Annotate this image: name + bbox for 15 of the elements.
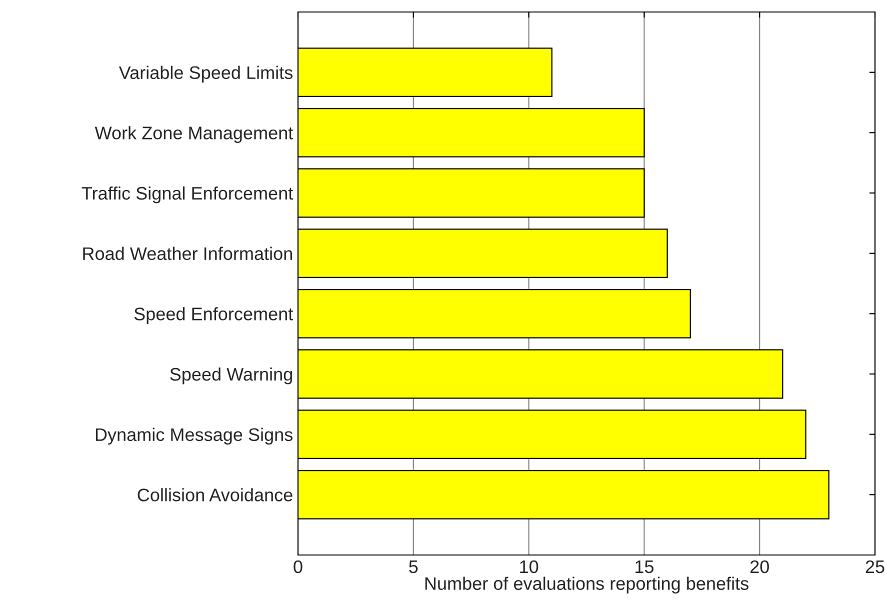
x-tick-label: 0 — [294, 560, 302, 574]
y-tick-label: Work Zone Management — [94, 126, 294, 143]
y-tick-label: Road Weather Information — [83, 246, 292, 260]
y-tick-label: Traffic Signal Enforcement — [82, 186, 294, 204]
y-tick-label: Speed Enforcement — [134, 307, 294, 324]
y-tick-label: Variable Speed Limits — [118, 66, 292, 83]
y-tick-label: Speed Warning — [170, 367, 292, 384]
y-tick-label: Collision Avoidance — [138, 488, 292, 502]
x-tick-label: 15 — [636, 560, 654, 574]
x-tick-label: 25 — [866, 560, 884, 574]
x-tick-label: 20 — [750, 560, 769, 574]
x-axis-title: Number of evaluations reporting benefits — [425, 576, 748, 594]
x-tick-label: 5 — [409, 560, 418, 574]
y-tick-label: Dynamic Message Signs — [96, 428, 292, 445]
x-tick-label: 10 — [520, 560, 538, 574]
